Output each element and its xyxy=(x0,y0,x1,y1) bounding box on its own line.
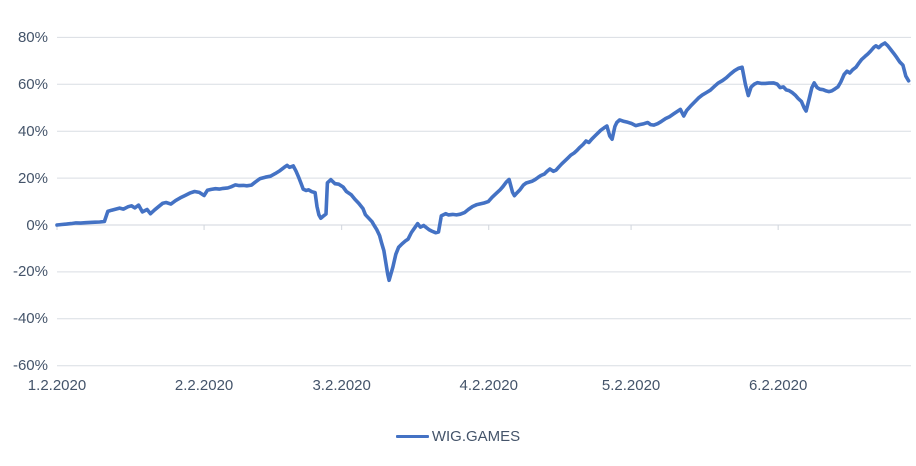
x-tick-label-5.2.2020: 5.2.2020 xyxy=(601,377,661,394)
x-tick-label-2.2.2020: 2.2.2020 xyxy=(174,377,234,394)
y-tick-label--60%: -60% xyxy=(12,357,48,375)
x-tick-label-1.2.2020: 1.2.2020 xyxy=(27,377,87,394)
x-tick-label-4.2.2020: 4.2.2020 xyxy=(459,377,518,394)
y-tick-label-80%: 80% xyxy=(17,28,48,46)
y-tick-label--20%: -20% xyxy=(12,263,48,281)
y-tick-label--40%: -40% xyxy=(12,310,48,328)
legend-series-label: WIG.GAMES xyxy=(431,428,521,445)
legend-line-swatch xyxy=(395,434,429,439)
x-tick-label-3.2.2020: 3.2.2020 xyxy=(312,377,371,394)
y-tick-label-40%: 40% xyxy=(17,122,48,140)
y-tick-label-0%: 0% xyxy=(26,216,48,234)
y-tick-label-60%: 60% xyxy=(17,75,48,93)
series-line-WIG.GAMES xyxy=(55,41,911,283)
legend: WIG.GAMES xyxy=(0,428,916,445)
x-tick-label-6.2.2020: 6.2.2020 xyxy=(748,377,808,394)
y-tick-label-20%: 20% xyxy=(17,169,48,187)
